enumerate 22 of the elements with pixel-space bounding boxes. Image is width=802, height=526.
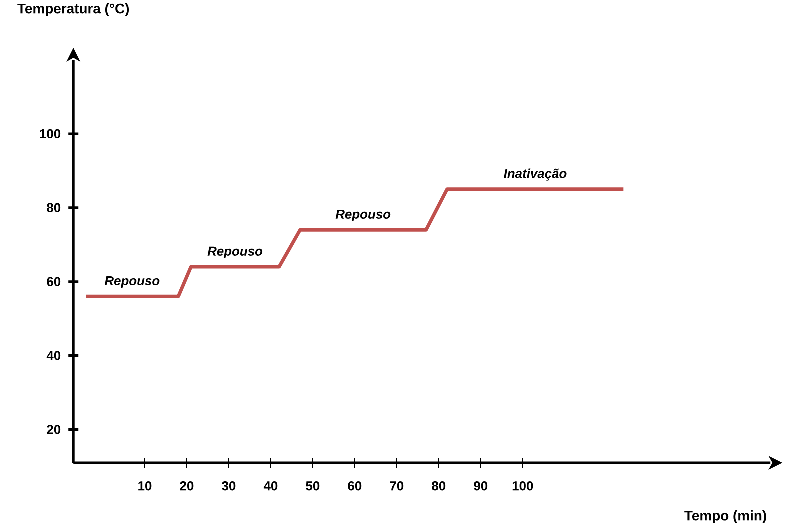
y-tick-label: 100 [40, 129, 61, 139]
y-tick-label: 20 [47, 425, 61, 434]
x-tick-label: 60 [348, 482, 362, 491]
annotation: Repouso [208, 246, 263, 259]
y-tick-label: 40 [46, 351, 61, 360]
y-tick-label: 60 [47, 277, 61, 286]
x-tick-label: 80 [432, 482, 446, 491]
x-tick-label: 70 [390, 482, 404, 491]
x-tick-label: 100 [512, 482, 534, 491]
x-tick-label: 50 [306, 482, 320, 491]
x-tick-label: 10 [138, 482, 152, 491]
x-tick-label: 90 [474, 482, 488, 491]
x-axis-title: Tempo (min) [684, 510, 766, 524]
x-tick-label: 20 [180, 482, 194, 491]
annotation: Inativação [504, 168, 567, 181]
annotation: Repouso [336, 210, 391, 222]
x-tick-label: 30 [222, 482, 236, 491]
line-series [84, 188, 626, 298]
x-tick-label: 40 [264, 482, 278, 491]
annotation: Repouso [104, 276, 160, 288]
y-axis-title: Temperatura (°C) [18, 3, 130, 16]
y-tick-label: 80 [47, 203, 61, 212]
